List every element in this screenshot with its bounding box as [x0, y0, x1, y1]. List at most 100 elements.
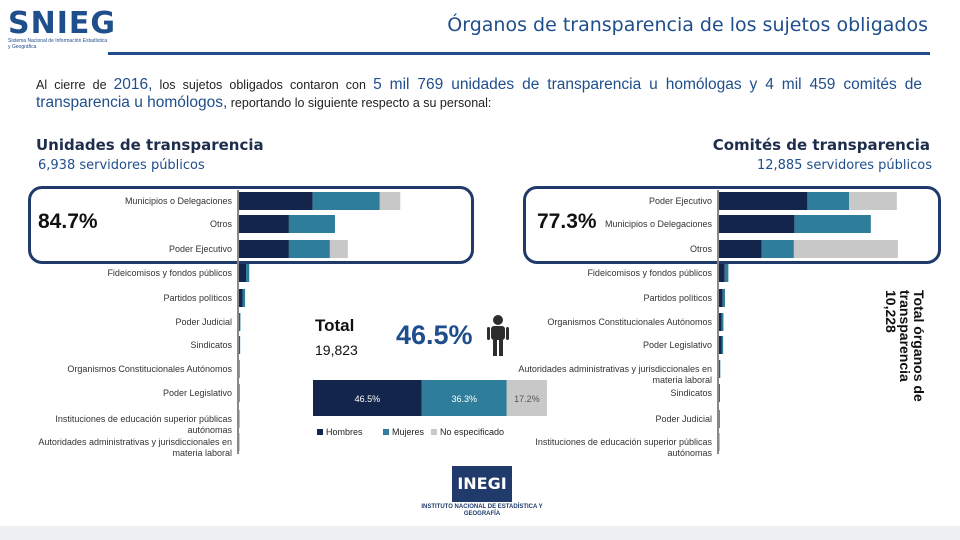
total-organs-text: Total órganos de transparencia 10,228: [883, 290, 927, 402]
left-category-label: Fideicomisos y fondos públicos: [107, 268, 232, 278]
right-category-label: Organismos Constitucionales Autónomos: [547, 317, 712, 327]
right-percentage: 77.3%: [537, 210, 597, 233]
total-bar-label: 36.3%: [452, 394, 478, 404]
person-icon: [487, 315, 509, 356]
bar-mujeres: [242, 289, 246, 307]
bar-hombres: [719, 336, 722, 354]
left-highlight-box: [28, 186, 474, 264]
bar-hombres: [239, 336, 240, 354]
legend-swatch: [317, 429, 323, 435]
bar-hombres: [239, 215, 289, 233]
footer-strip: [0, 526, 960, 540]
total-bar-label: 17.2%: [514, 394, 540, 404]
bar-mujeres: [794, 215, 871, 233]
left-bar-chart: [239, 192, 401, 451]
bar-hombres: [719, 289, 723, 307]
legend-label: Mujeres: [392, 427, 425, 437]
legend-label: No especificado: [440, 427, 504, 437]
right-category-label: Instituciones de educación superior públ…: [535, 437, 712, 458]
bar-no-especificado: [793, 240, 898, 258]
total-stacked-bar: 46.5% 36.3% 17.2% Hombres Mujeres No especifi…: [313, 380, 547, 437]
logo-text: SNIEG: [8, 6, 116, 41]
right-category-label: Sindicatos: [670, 388, 712, 398]
bar-mujeres: [722, 289, 725, 307]
bar-mujeres: [719, 360, 721, 378]
right-bar-chart: [719, 192, 898, 451]
left-section-subtitle: 6,938 servidores públicos: [38, 158, 205, 173]
total-bar-no-especificado: [506, 380, 547, 416]
legend-swatch: [431, 429, 437, 435]
total-label: Total: [315, 316, 355, 335]
snieg-logo: SNIEG: [8, 6, 116, 41]
bar-hombres: [719, 240, 762, 258]
total-organs-vertical-label: Total órganos de transparencia 10,228: [866, 290, 928, 420]
bar-no-especificado: [849, 192, 897, 210]
right-category-label: Poder Ejecutivo: [648, 196, 712, 206]
center-percentage: 46.5%: [396, 320, 473, 350]
bar-mujeres: [288, 215, 335, 233]
left-category-label: Sindicatos: [190, 340, 232, 350]
total-bar-label: 46.5%: [355, 394, 381, 404]
header-divider: [108, 52, 930, 55]
bar-mujeres: [312, 192, 380, 210]
left-category-label: Organismos Constitucionales Autónomos: [67, 364, 232, 374]
bar-hombres: [719, 360, 720, 378]
bar-hombres: [719, 192, 808, 210]
bar-mujeres: [239, 313, 241, 331]
right-category-label: Poder Legislativo: [642, 340, 712, 350]
left-section-title: Unidades de transparencia: [36, 136, 264, 154]
page-title: Órganos de transparencia de los sujetos …: [447, 14, 928, 36]
right-section-title: Comités de transparencia: [712, 136, 930, 154]
bar-no-especificado: [379, 192, 401, 210]
legend-label: Hombres: [326, 427, 363, 437]
left-category-label: Partidos políticos: [163, 293, 232, 303]
right-highlight-box: [523, 186, 941, 264]
bar-mujeres: [246, 264, 250, 282]
bar-mujeres: [721, 336, 724, 354]
intro-paragraph: Al cierre de 2016, los sujetos obligados…: [36, 76, 922, 112]
intro-part-1: Al cierre de: [36, 78, 114, 92]
bar-hombres: [719, 215, 795, 233]
left-category-label: Poder Legislativo: [162, 388, 232, 398]
bar-hombres: [239, 264, 247, 282]
left-axis-line: [237, 190, 239, 454]
left-category-label: Otros: [209, 219, 232, 229]
bar-mujeres: [721, 313, 724, 331]
total-bar-hombres: [313, 380, 422, 416]
bar-hombres: [239, 240, 289, 258]
right-axis-line: [717, 190, 719, 454]
bar-hombres: [239, 289, 243, 307]
bar-mujeres: [807, 192, 849, 210]
right-category-label: Partidos políticos: [643, 293, 712, 303]
bar-hombres: [719, 384, 720, 402]
bar-mujeres: [724, 264, 729, 282]
bar-mujeres: [239, 336, 241, 354]
left-percentage: 84.7%: [38, 210, 98, 233]
bar-no-especificado: [329, 240, 348, 258]
total-bar-mujeres: [421, 380, 507, 416]
right-category-label: Fideicomisos y fondos públicos: [587, 268, 712, 278]
left-category-label: Municipios o Delegaciones: [124, 196, 232, 206]
intro-units: 5 mil 769 unidades de transparencia u ho…: [36, 76, 922, 111]
right-section-subtitle: 12,885 servidores públicos: [756, 158, 932, 173]
intro-part-3: reportando lo siguiente respecto a su pe…: [227, 96, 492, 110]
bar-mujeres: [288, 240, 330, 258]
right-category-label: Municipios o Delegaciones: [604, 219, 712, 229]
intro-part-2: los sujetos obligados contaron con: [152, 78, 374, 92]
bar-hombres: [719, 264, 725, 282]
right-category-label: Autoridades administrativas y jurisdicci…: [518, 364, 712, 385]
inegi-logo-text: INEGI: [457, 474, 507, 493]
logo-subtitle: Sistema Nacional de Información Estadíst…: [8, 38, 108, 50]
legend-swatch: [383, 429, 389, 435]
left-category-label: Instituciones de educación superior públ…: [55, 414, 232, 435]
left-category-label: Autoridades administrativas y jurisdicci…: [38, 437, 232, 458]
right-category-label: Otros: [689, 244, 712, 254]
left-category-label: Poder Ejecutivo: [168, 244, 232, 254]
intro-year: 2016,: [113, 76, 153, 93]
bar-hombres: [239, 192, 313, 210]
inegi-logo: INEGI: [452, 466, 512, 502]
inegi-subtitle: INSTITUTO NACIONAL DE ESTADÍSTICA Y GEOG…: [421, 504, 543, 517]
left-category-label: Poder Judicial: [175, 317, 232, 327]
right-category-label: Poder Judicial: [655, 414, 712, 424]
bar-hombres: [719, 313, 722, 331]
